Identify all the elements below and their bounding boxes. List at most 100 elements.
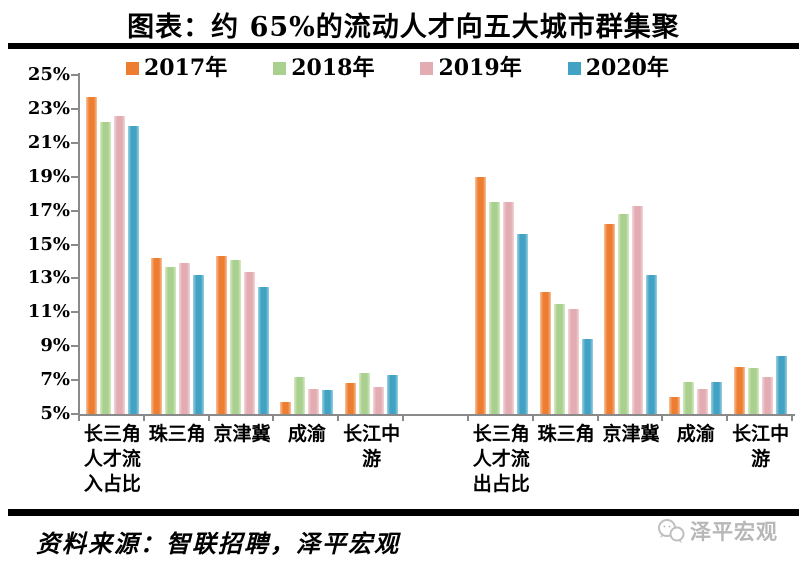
bar-2018年-7 [618, 213, 630, 414]
bar-2017年-4 [345, 383, 357, 414]
y-axis-tick-label: 7% [40, 369, 70, 391]
x-category-label: 成渝 [676, 423, 715, 445]
x-tick-mark [402, 416, 405, 421]
x-category-label: 长江中 游 [343, 423, 401, 470]
x-tick-mark [207, 416, 210, 421]
y-tick-mark [71, 141, 78, 144]
x-tick-mark [531, 416, 534, 421]
x-category-label: 长三角 人才流 入占比 [83, 423, 141, 495]
y-axis-tick-label: 21% [27, 131, 70, 153]
bar-2020年-6 [581, 339, 593, 414]
bar-2019年-0 [113, 115, 125, 414]
bar-2017年-8 [669, 397, 681, 414]
y-tick-mark [71, 311, 78, 314]
legend-item-2020年: 2020年 [567, 55, 669, 81]
x-tick-mark [726, 416, 729, 421]
bar-2020年-4 [387, 375, 399, 414]
x-category-label: 成渝 [287, 423, 326, 445]
bar-2019年-5 [502, 202, 514, 414]
legend-item-label: 2019年 [438, 55, 522, 81]
bar-2020年-2 [257, 286, 269, 414]
y-tick-mark [71, 345, 78, 348]
bar-2020年-3 [322, 390, 334, 414]
x-tick-mark [337, 416, 340, 421]
y-axis-tick-label: 23% [27, 97, 70, 119]
x-tick-mark [272, 416, 275, 421]
bar-2018年-4 [359, 373, 371, 414]
x-tick-mark [466, 416, 469, 421]
bar-2017年-9 [734, 366, 746, 414]
bar-2017年-6 [539, 291, 551, 414]
y-axis-tick-label: 19% [27, 165, 70, 187]
bar-2017年-7 [604, 224, 616, 414]
legend-item-label: 2018年 [291, 55, 375, 81]
x-tick-mark [661, 416, 664, 421]
bar-2018年-1 [164, 266, 176, 414]
x-axis-line [78, 414, 795, 416]
y-tick-mark [71, 277, 78, 280]
bar-2019年-3 [308, 388, 320, 414]
x-category-label: 长三角 人才流 出占比 [472, 423, 530, 495]
legend-item-2018年: 2018年 [273, 57, 374, 79]
y-axis-tick-label: 9% [40, 335, 70, 357]
y-axis-tick-label: 13% [27, 267, 70, 289]
x-tick-mark [78, 416, 80, 421]
x-category-label: 珠三角 [148, 423, 206, 445]
bar-2018年-0 [99, 122, 111, 414]
y-axis-tick-label: 15% [27, 233, 70, 255]
bar-2020年-9 [776, 356, 788, 414]
bar-2018年-3 [294, 376, 306, 414]
legend-item-label: 2017年 [144, 55, 228, 81]
legend-item-2019年: 2019年 [420, 55, 522, 81]
x-tick-mark [142, 416, 145, 421]
y-axis-tick-label: 17% [27, 199, 70, 221]
y-axis-tick-label: 5% [40, 403, 70, 424]
bar-2018年-9 [748, 368, 760, 414]
bar-2020年-0 [127, 125, 139, 414]
chart-legend: 2017年 2018年 2019年 2020年 [126, 57, 669, 79]
bar-2018年-5 [488, 202, 500, 414]
bar-2018年-2 [229, 259, 241, 414]
x-category-label: 京津冀 [213, 423, 271, 445]
watermark-text: 泽平宏观 [690, 519, 778, 544]
bar-2017年-0 [85, 97, 97, 414]
legend-marker-icon [567, 61, 581, 75]
bar-2017年-5 [474, 176, 486, 414]
y-tick-mark [71, 209, 78, 212]
legend-item-2017年: 2017年 [126, 57, 227, 79]
bar-2019年-9 [762, 376, 774, 414]
y-tick-mark [71, 74, 78, 76]
chart-title: 图表：约 65%的流动人才向五大城市群集聚 [127, 12, 680, 43]
bar-2019年-4 [373, 386, 385, 414]
bar-2020年-8 [711, 381, 723, 414]
bar-2017年-3 [280, 402, 292, 414]
x-category-label: 长江中 游 [732, 423, 790, 470]
watermark-logo: 泽平宏观 [656, 516, 778, 546]
x-category-label: 京津冀 [602, 423, 660, 445]
bar-2017年-1 [150, 258, 162, 414]
y-axis-tick-label: 25% [27, 64, 70, 85]
bottom-rule [8, 509, 799, 516]
y-tick-mark [71, 379, 78, 382]
x-tick-mark [596, 416, 599, 421]
y-tick-mark [71, 413, 78, 415]
y-axis-tick-label: 11% [27, 301, 70, 323]
bar-2020年-5 [516, 234, 528, 414]
y-tick-mark [71, 175, 78, 178]
bar-2017年-2 [215, 256, 227, 414]
legend-item-label: 2020年 [585, 55, 669, 81]
top-rule [8, 43, 799, 49]
bar-2018年-6 [553, 303, 565, 414]
x-category-label: 珠三角 [537, 423, 595, 445]
legend-marker-icon [273, 61, 287, 75]
legend-marker-icon [126, 61, 139, 75]
bar-2019年-6 [567, 308, 579, 414]
bar-2019年-8 [697, 388, 709, 414]
bar-2019年-1 [178, 263, 190, 414]
source-note: 资料来源：智联招聘，泽平宏观 [36, 529, 400, 558]
bar-2019年-2 [243, 271, 255, 414]
y-tick-mark [71, 107, 78, 110]
bar-2018年-8 [683, 381, 695, 414]
y-tick-mark [71, 243, 78, 246]
